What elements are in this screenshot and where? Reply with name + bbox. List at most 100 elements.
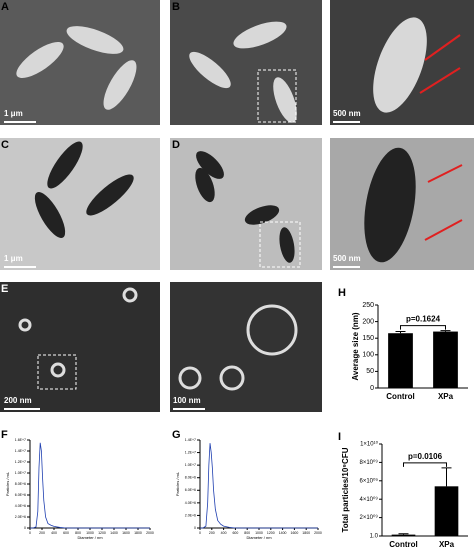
error-bar bbox=[398, 533, 409, 535]
scale-bar-lines bbox=[4, 121, 360, 410]
panel-label: G bbox=[172, 429, 181, 441]
bar bbox=[388, 333, 413, 388]
y-tick-label: 150 bbox=[362, 335, 374, 342]
panel-label: F bbox=[1, 429, 8, 441]
annotation: p=0.0106 bbox=[408, 452, 443, 461]
scale-bar-label: 500 nm bbox=[333, 254, 361, 263]
x-tick-label: 800 bbox=[244, 531, 250, 535]
x-tick-label: 1400 bbox=[279, 531, 287, 535]
panel-label: E bbox=[1, 283, 8, 295]
y-tick-label: 8.0E+6 bbox=[15, 482, 26, 486]
x-tick-label: 1800 bbox=[134, 531, 142, 535]
significance-bracket bbox=[403, 462, 447, 467]
x-tick-label: 2000 bbox=[314, 531, 322, 535]
y-tick-label: 4×10⁰⁹ bbox=[360, 496, 379, 503]
y-tick-label: 1.4E+7 bbox=[15, 449, 26, 453]
x-tick-label: 200 bbox=[209, 531, 215, 535]
x-tick-label: 1800 bbox=[302, 531, 310, 535]
y-tick-label: 6.0E+6 bbox=[15, 493, 26, 497]
micrograph bbox=[0, 138, 160, 270]
y-tick-label: 1.2E+7 bbox=[185, 450, 196, 454]
bacteria-tem bbox=[34, 141, 416, 263]
x-tick-label: 0 bbox=[199, 531, 201, 535]
error-bar bbox=[441, 467, 452, 487]
x-tick-label: 400 bbox=[221, 531, 227, 535]
x-axis-label: Diameter / nm bbox=[77, 535, 103, 540]
y-tick-label: 4.0E+6 bbox=[185, 501, 196, 505]
micrographs: 1 μm 500 nm 1 μm 500 nm 200 nm 100 nm bbox=[0, 0, 474, 412]
panel-label: B bbox=[172, 1, 180, 13]
x-tick-label: 600 bbox=[63, 531, 69, 535]
panel-label: H bbox=[338, 287, 346, 299]
micrograph bbox=[0, 282, 160, 412]
x-tick-label: 0 bbox=[29, 531, 31, 535]
size-distribution-line bbox=[30, 442, 150, 529]
x-tick-label: 1000 bbox=[86, 531, 94, 535]
annotation: p=0.1624 bbox=[406, 315, 441, 324]
x-axis-label: Diameter / nm bbox=[246, 535, 272, 540]
panel-label: A bbox=[1, 1, 9, 13]
size-distribution-line bbox=[200, 443, 318, 529]
y-axis-label: Average size (nm) bbox=[351, 312, 360, 381]
x-tick-label: 400 bbox=[51, 531, 57, 535]
y-tick-label: 1.0E+7 bbox=[185, 463, 196, 467]
y-axis-label: Particles / mL bbox=[5, 471, 10, 496]
y-tick-label: 1.4E+7 bbox=[185, 438, 196, 442]
x-tick-label: 800 bbox=[75, 531, 81, 535]
y-tick-label: 8.0E+6 bbox=[185, 476, 196, 480]
scale-bar-label: 1 μm bbox=[4, 109, 23, 118]
y-tick-label: 1.6E+7 bbox=[15, 438, 26, 442]
x-tick-label: 1200 bbox=[267, 531, 275, 535]
micrograph bbox=[170, 282, 322, 412]
bar bbox=[391, 534, 416, 536]
scale-bar-label: 200 nm bbox=[4, 396, 32, 405]
x-tick-label: 1600 bbox=[122, 531, 130, 535]
x-tick-label: 1200 bbox=[98, 531, 106, 535]
bar bbox=[433, 331, 458, 388]
y-tick-label: 100 bbox=[362, 352, 374, 359]
panel-label: D bbox=[172, 139, 180, 151]
scale-bar-label: 500 nm bbox=[333, 109, 361, 118]
y-tick-label: 50 bbox=[366, 368, 374, 375]
y-tick-label: 250 bbox=[362, 302, 374, 309]
scale-bar-label: 100 nm bbox=[173, 396, 201, 405]
significance-bracket bbox=[400, 325, 446, 330]
y-tick-label: 0 bbox=[194, 526, 196, 530]
x-tick-label: XPa bbox=[438, 392, 454, 401]
y-tick-label: 1×10¹⁰ bbox=[360, 441, 379, 448]
x-tick-label: Control bbox=[386, 392, 414, 401]
x-tick-label: 2000 bbox=[146, 531, 154, 535]
y-tick-label: 2.0E+6 bbox=[15, 515, 26, 519]
y-axis-label: Total particles/10⁹CFU bbox=[341, 447, 350, 532]
y-tick-label: 6×10⁰⁹ bbox=[360, 477, 379, 484]
y-axis-label: Particles / mL bbox=[175, 471, 180, 496]
y-tick-label: 4.0E+6 bbox=[15, 504, 26, 508]
bar bbox=[434, 486, 459, 536]
y-tick-label: 8×10⁰⁹ bbox=[360, 459, 379, 466]
panel-label: C bbox=[1, 139, 9, 151]
error-bar bbox=[440, 330, 451, 332]
y-tick-label: 1.0E+7 bbox=[15, 471, 26, 475]
y-tick-label: 2.0E+6 bbox=[185, 513, 196, 517]
y-tick-label: 1.0 bbox=[370, 534, 379, 540]
panel-label: I bbox=[338, 431, 341, 443]
x-tick-label: Control bbox=[389, 540, 417, 549]
bacteria bbox=[16, 17, 427, 123]
error-bar bbox=[395, 331, 406, 334]
y-tick-label: 1.2E+7 bbox=[15, 460, 26, 464]
x-tick-label: 200 bbox=[39, 531, 45, 535]
x-tick-label: 1600 bbox=[291, 531, 299, 535]
micrograph bbox=[170, 138, 322, 270]
vesicles bbox=[18, 287, 298, 391]
y-tick-label: 6.0E+6 bbox=[185, 488, 196, 492]
y-tick-label: 2×10⁰⁹ bbox=[360, 514, 379, 521]
x-tick-label: 1000 bbox=[255, 531, 263, 535]
x-tick-label: 600 bbox=[232, 531, 238, 535]
y-tick-label: 0 bbox=[24, 526, 26, 530]
y-tick-label: 200 bbox=[362, 318, 374, 325]
scale-bar-label: 1 μm bbox=[4, 254, 23, 263]
x-tick-label: 1400 bbox=[110, 531, 118, 535]
x-tick-label: XPa bbox=[439, 540, 455, 549]
